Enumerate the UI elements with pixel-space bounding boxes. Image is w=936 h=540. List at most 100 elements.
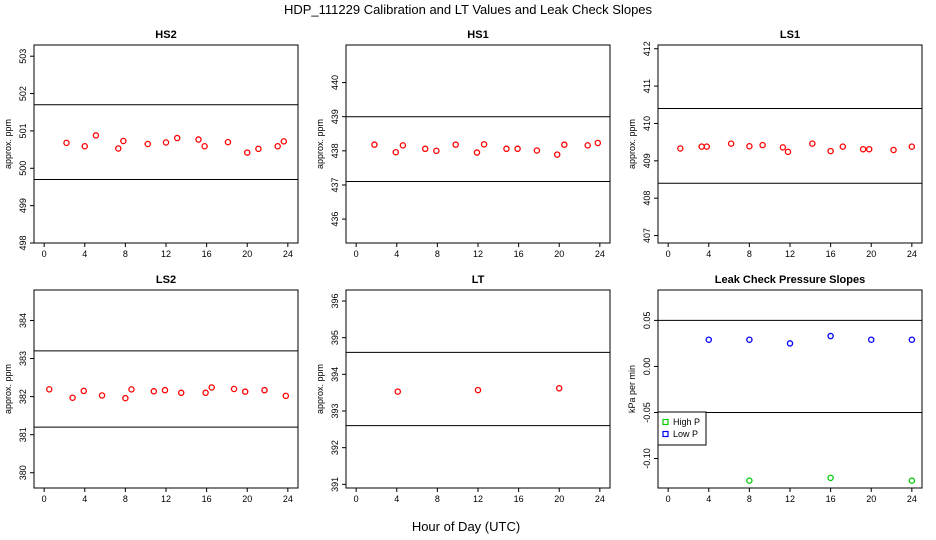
data-point [255, 145, 262, 153]
data-point [161, 386, 169, 394]
data-point [514, 145, 521, 153]
y-axis-label: approx. ppm [627, 119, 637, 169]
data-point [827, 332, 834, 340]
data-point [727, 140, 735, 147]
data-point [594, 139, 602, 147]
data-point [746, 336, 753, 343]
x-tick-label: 20 [554, 249, 564, 259]
data-point [115, 145, 122, 152]
data-point [908, 143, 916, 150]
x-tick-label: 8 [123, 249, 128, 259]
panel-2: HS1 approx. ppm 0 4 8 12 16 20 24 436 437 438 439 440 [315, 29, 611, 259]
data-point [399, 142, 407, 149]
y-tick-label: 440 [330, 75, 340, 90]
x-tick-label: 24 [283, 249, 293, 259]
data-point [784, 148, 792, 156]
x-tick-label: 24 [595, 494, 605, 504]
y-tick-label: 380 [18, 465, 28, 480]
panel-6: Leak Check Pressure Slopes kPa per min 0 4 8… [627, 274, 923, 504]
legend-marker [662, 430, 669, 438]
data-point [392, 148, 400, 156]
data-point [261, 386, 268, 394]
data-point [908, 336, 916, 343]
y-axis-label: kPa per min [627, 365, 637, 413]
y-tick-label: 392 [330, 440, 340, 455]
legend-marker [662, 418, 669, 426]
y-tick-label: 384 [18, 313, 28, 328]
y-tick-label: 407 [642, 228, 652, 243]
x-tick-label: 20 [242, 249, 252, 259]
data-point [202, 389, 209, 397]
data-point [421, 145, 429, 153]
data-point [241, 388, 249, 395]
y-tick-label: 394 [330, 367, 340, 382]
data-point [561, 141, 568, 148]
data-point [533, 147, 541, 154]
y-tick-label: 381 [18, 427, 28, 442]
x-tick-label: 8 [123, 494, 128, 504]
x-tick-label: 12 [161, 494, 171, 504]
data-point [282, 392, 290, 400]
x-tick-label: 16 [514, 249, 524, 259]
x-tick-label: 12 [785, 249, 795, 259]
data-point [120, 137, 127, 145]
legend-box [657, 411, 707, 446]
data-point [677, 145, 684, 152]
data-point [128, 386, 135, 393]
data-point [703, 143, 710, 150]
data-point [433, 147, 440, 155]
legend-label: Low P [673, 429, 698, 439]
figure-title: HDP_111229 Calibration and LT Values and… [284, 2, 653, 17]
data-point [473, 149, 481, 156]
x-tick-label: 12 [473, 494, 483, 504]
data-point [480, 141, 488, 148]
data-point [705, 336, 713, 343]
data-point [144, 140, 151, 148]
y-axis-label: approx. ppm [3, 364, 13, 414]
y-axis-label: approx. ppm [315, 119, 325, 169]
data-point [786, 340, 794, 347]
data-point [81, 142, 89, 150]
data-point [890, 146, 897, 154]
y-tick-label: 395 [330, 330, 340, 345]
x-tick-label: 8 [747, 249, 752, 259]
y-tick-label: 382 [18, 389, 28, 404]
x-tick-label: 24 [283, 494, 293, 504]
y-tick-label: 501 [18, 123, 28, 138]
y-axis-label: approx. ppm [315, 364, 325, 414]
data-point [698, 143, 705, 150]
panel-title: LT [472, 274, 485, 286]
x-tick-label: 24 [907, 494, 917, 504]
x-tick-label: 12 [161, 249, 171, 259]
data-point [827, 147, 834, 155]
panel-3: LS1 approx. ppm 0 4 8 12 16 20 24 407 408 409 410 411… [627, 29, 923, 259]
x-tick-label: 16 [202, 494, 212, 504]
data-point [195, 136, 202, 143]
panels: HS2 approx. ppm 0 4 8 12 16 20 24 498 499 500 501 502… [3, 29, 923, 504]
x-tick-label: 4 [82, 494, 87, 504]
x-tick-label: 8 [435, 494, 440, 504]
data-point [827, 474, 834, 482]
y-tick-label: 502 [18, 86, 28, 101]
x-tick-label: 20 [554, 494, 564, 504]
plot-frame [33, 44, 299, 244]
panel-title: LS1 [780, 29, 800, 41]
x-tick-label: 4 [706, 494, 711, 504]
y-tick-label: 410 [642, 116, 652, 131]
x-tick-label: 4 [706, 249, 711, 259]
plot-frame [33, 289, 299, 489]
x-tick-label: 20 [866, 494, 876, 504]
x-axis-label: Hour of Day (UTC) [412, 519, 520, 534]
plot-frame [657, 44, 923, 244]
panel-4: LS2 approx. ppm 0 4 8 12 16 20 24 380 381 382 383 384 [3, 274, 299, 504]
y-axis-label: approx. ppm [3, 119, 13, 169]
y-tick-label: 500 [18, 161, 28, 176]
x-tick-label: 20 [866, 249, 876, 259]
x-tick-label: 16 [514, 494, 524, 504]
y-tick-label: 393 [330, 403, 340, 418]
data-point [474, 386, 482, 394]
data-point [759, 141, 766, 149]
y-tick-label: 408 [642, 191, 652, 206]
data-point [867, 336, 875, 343]
